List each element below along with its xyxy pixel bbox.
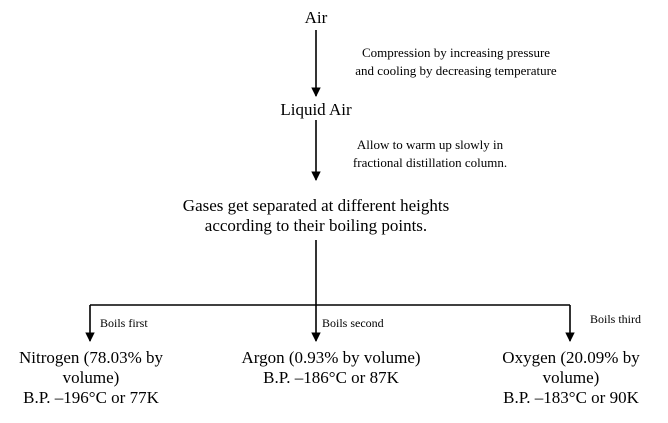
node-nitrogen: Nitrogen (78.03% by volume) B.P. –196°C … <box>6 348 176 408</box>
node-argon: Argon (0.93% by volume) B.P. –186°C or 8… <box>226 348 436 388</box>
nitrogen-line-2: volume) <box>62 368 120 388</box>
node-oxygen: Oxygen (20.09% by volume) B.P. –183°C or… <box>486 348 656 408</box>
node-air: Air <box>304 8 328 27</box>
gases-line-1: Gases get separated at different heights <box>182 196 450 215</box>
oxygen-line-2: volume) <box>542 368 600 388</box>
gases-line-2: according to their boiling points. <box>204 216 428 236</box>
oxygen-line-3: B.P. –183°C or 90K <box>503 388 639 408</box>
argon-line-1: Argon (0.93% by volume) <box>241 348 421 367</box>
oxygen-line-1: Oxygen (20.09% by <box>502 348 640 367</box>
node-gases-separated: Gases get separated at different heights… <box>146 196 486 236</box>
nitrogen-line-1: Nitrogen (78.03% by <box>18 348 163 367</box>
label-boils-third: Boils third <box>590 312 642 326</box>
node-liquid-air: Liquid Air <box>280 100 352 119</box>
warm-line-2: fractional distillation column. <box>352 154 508 170</box>
warm-line-1: Allow to warm up slowly in <box>356 137 504 152</box>
nitrogen-line-3: B.P. –196°C or 77K <box>23 388 159 408</box>
label-boils-second: Boils second <box>322 316 384 330</box>
edge-label-warm: Allow to warm up slowly in fractional di… <box>330 136 530 171</box>
edge-label-compression: Compression by increasing pressure and c… <box>322 44 590 79</box>
label-boils-first: Boils first <box>100 316 148 330</box>
compression-line-2: and cooling by decreasing temperature <box>355 62 557 78</box>
argon-line-2: B.P. –186°C or 87K <box>263 368 399 388</box>
compression-line-1: Compression by increasing pressure <box>361 45 551 60</box>
